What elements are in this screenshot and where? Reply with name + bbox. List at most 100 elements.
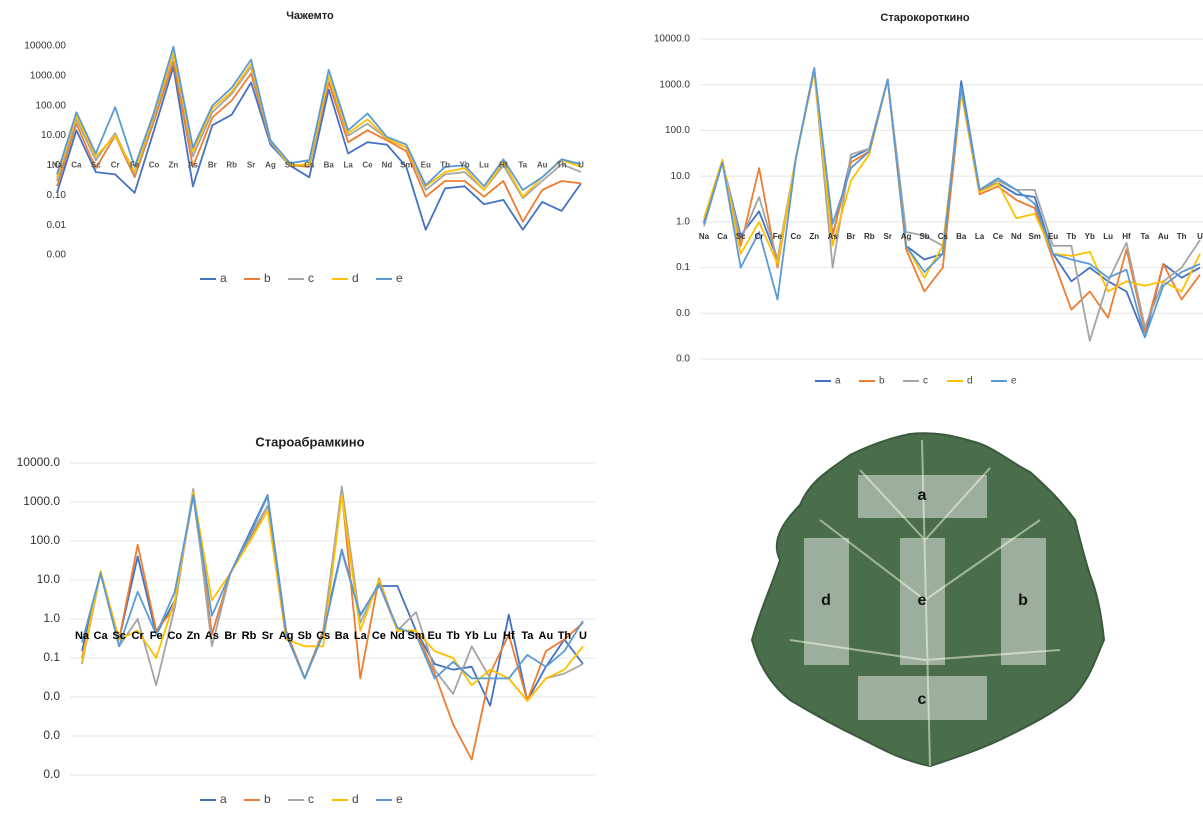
series-line — [56, 45, 582, 191]
x-tick-label: Fe — [130, 161, 140, 170]
x-tick-label: Ag — [265, 161, 276, 170]
x-tick-label: Na — [75, 630, 90, 642]
x-tick-label: Ba — [956, 232, 967, 241]
x-tick-label: Sr — [883, 232, 891, 241]
x-tick-label: Au — [539, 630, 554, 642]
chart-title: Староабрамкино — [255, 434, 364, 449]
x-tick-label: Ta — [1141, 232, 1150, 241]
series-line — [81, 491, 584, 702]
x-tick-label: Ag — [901, 232, 912, 241]
legend-label: d — [352, 271, 359, 285]
zone-label: a — [918, 487, 927, 504]
y-tick-label: 1.0 — [43, 611, 60, 625]
series-line — [703, 70, 1201, 342]
x-tick-label: Hf — [499, 161, 508, 170]
y-tick-label: 100.0 — [665, 125, 690, 136]
chart: Староабрамкино 10000.0 1000.0 100.0 10.0 1.0 0… — [17, 434, 595, 806]
x-tick-label: Zn — [187, 630, 201, 642]
x-tick-label: Cr — [132, 630, 145, 642]
x-tick-label: U — [578, 161, 584, 170]
x-tick-label: Tb — [446, 630, 460, 642]
x-tick-label: Nd — [1011, 232, 1022, 241]
x-tick-label: Lu — [479, 161, 489, 170]
x-tick-label: Zn — [169, 161, 179, 170]
x-tick-label: Zn — [809, 232, 819, 241]
legend-label: b — [264, 271, 271, 285]
x-tick-label: Ce — [362, 161, 373, 170]
x-tick-label: Ca — [717, 232, 728, 241]
zone-e — [900, 538, 945, 665]
y-tick-label: 10.0 — [671, 171, 691, 182]
x-tick-label: Ba — [335, 630, 350, 642]
series-line — [56, 60, 582, 223]
zone-c — [858, 676, 987, 720]
leaf-veins — [789, 439, 1061, 767]
x-tick-label: Sm — [407, 630, 424, 642]
x-tick-label: U — [579, 630, 587, 642]
x-tick-label: Sr — [247, 161, 255, 170]
y-tick-label: 1000.0 — [659, 79, 690, 90]
x-tick-label: Ta — [521, 630, 534, 642]
x-tick-label: La — [354, 630, 368, 642]
y-tick-label: 0.10 — [47, 190, 67, 201]
x-tick-label: Lu — [483, 630, 496, 642]
x-tick-label: Sb — [285, 161, 295, 170]
y-tick-label: 0.0 — [676, 308, 690, 319]
x-tick-label: Th — [1177, 232, 1187, 241]
y-tick-label: 100.0 — [30, 533, 60, 547]
x-tick-label: Sr — [262, 630, 274, 642]
y-tick-label: 10.00 — [41, 130, 66, 141]
series-line — [703, 67, 1201, 339]
x-tick-label: Au — [1158, 232, 1169, 241]
x-tick-label: La — [343, 161, 353, 170]
legend-label: c — [308, 271, 314, 285]
legend-label: c — [308, 792, 314, 806]
x-tick-label: As — [205, 630, 219, 642]
x-tick-label: Sb — [298, 630, 312, 642]
zone-a — [858, 475, 987, 518]
leaf-photo: a d e b c — [750, 432, 1106, 768]
y-tick-label: 1.0 — [676, 216, 690, 227]
x-tick-label: Rb — [864, 232, 875, 241]
x-tick-label: Ca — [71, 161, 82, 170]
x-tick-label: Eu — [421, 161, 431, 170]
x-tick-label: Cr — [755, 232, 764, 241]
x-tick-label: Tb — [1067, 232, 1077, 241]
y-tick-label: 0.1 — [676, 262, 690, 273]
x-tick-label: Tb — [440, 161, 450, 170]
legend-label: b — [264, 792, 271, 806]
y-tick-label: 0.1 — [43, 650, 60, 664]
y-tick-label: 10.0 — [37, 572, 61, 586]
y-tick-label: 0.0 — [43, 689, 60, 703]
x-tick-label: Na — [699, 232, 710, 241]
x-tick-label: Ta — [518, 161, 527, 170]
x-tick-label: As — [188, 161, 199, 170]
x-tick-label: Ag — [279, 630, 294, 642]
y-tick-label: 0.0 — [676, 354, 690, 365]
x-tick-label: Na — [52, 161, 63, 170]
x-tick-label: Co — [149, 161, 160, 170]
x-tick-label: Br — [847, 232, 856, 241]
legend-label: e — [396, 792, 403, 806]
chart-title: Старокороткино — [880, 12, 969, 24]
y-tick-label: 1000.0 — [23, 494, 60, 508]
x-tick-label: Rb — [226, 161, 237, 170]
x-tick-label: Lu — [1103, 232, 1113, 241]
legend-label: e — [396, 271, 403, 285]
x-tick-label: Cs — [304, 161, 315, 170]
x-tick-label: Nd — [390, 630, 405, 642]
legend-label: c — [923, 376, 928, 387]
y-tick-label: 1.00 — [47, 160, 67, 171]
series-line — [81, 494, 584, 680]
zones — [804, 475, 1046, 720]
x-tick-label: Sc — [736, 232, 746, 241]
y-tick-label: 0.00 — [47, 250, 67, 261]
x-tick-label: Sb — [919, 232, 929, 241]
x-tick-label: Ba — [324, 161, 335, 170]
x-tick-label: Sm — [1028, 232, 1040, 241]
zone-label: c — [918, 691, 927, 708]
x-tick-label: Fe — [773, 232, 783, 241]
x-tick-label: Hf — [1122, 232, 1131, 241]
x-tick-label: Co — [167, 630, 182, 642]
legend-label: d — [967, 376, 973, 387]
